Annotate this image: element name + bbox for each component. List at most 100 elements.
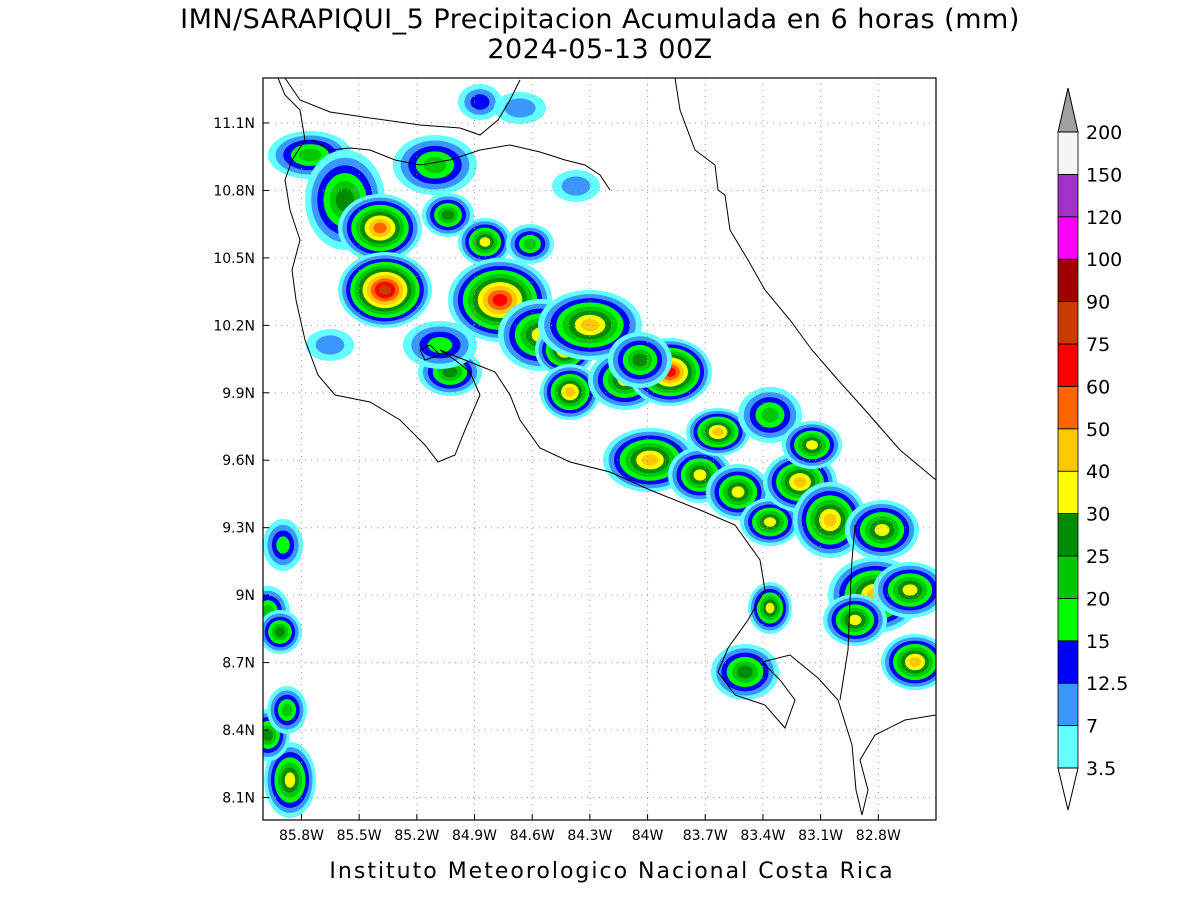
- colorbar-swatch: [1057, 682, 1079, 727]
- rain-contour: [564, 387, 576, 397]
- rain-contour: [284, 772, 296, 788]
- map-frame: [262, 77, 937, 821]
- rain-contour: [373, 222, 387, 234]
- precipitation-field: [263, 84, 936, 818]
- colorbar-swatch: [1057, 173, 1079, 218]
- rain-cell: [338, 194, 422, 262]
- nicaragua-border: [311, 139, 611, 191]
- pacific-coast: [277, 78, 936, 816]
- rain-contour: [731, 486, 745, 498]
- coastlines: [277, 78, 936, 816]
- rain-contour: [274, 626, 286, 638]
- colorbar-label: 30: [1086, 504, 1110, 526]
- lat-tick-label: 10.2N: [213, 318, 255, 334]
- colorbar-swatch: [1057, 385, 1079, 430]
- rain-contour: [442, 366, 458, 378]
- lat-tick-label: 8.7N: [222, 656, 255, 672]
- lon-tick-label: 85.8W: [279, 828, 324, 844]
- rain-contour: [276, 536, 290, 554]
- rain-cell: [458, 218, 512, 266]
- colorbar-label: 20: [1086, 588, 1110, 610]
- colorbar-swatch: [1057, 216, 1079, 260]
- colorbar-swatch: [1057, 428, 1079, 472]
- colorbar-label: 15: [1086, 631, 1110, 653]
- rain-cell: [782, 421, 842, 469]
- lon-tick-label: 84.3W: [567, 828, 612, 844]
- rain-contour: [378, 285, 392, 295]
- rain-cell: [306, 329, 354, 361]
- colorbar-label: 200: [1086, 122, 1122, 144]
- rain-contour: [902, 584, 918, 596]
- lat-tick-label: 11.1N: [213, 116, 255, 132]
- colorbar-label: 25: [1086, 546, 1110, 568]
- rain-cell: [393, 135, 477, 195]
- rain-contour: [561, 176, 591, 196]
- rain-contour: [479, 237, 491, 247]
- rain-contour: [281, 703, 293, 717]
- rain-contour: [793, 476, 807, 488]
- panama-border: [839, 524, 856, 701]
- rain-cell: [881, 634, 936, 690]
- colorbar-swatch: [1057, 470, 1079, 515]
- colorbar-over-arrow: [1057, 87, 1079, 133]
- rain-cell: [264, 742, 316, 818]
- map-subtitle: 2024-05-13 00Z: [487, 34, 712, 65]
- rain-contour: [909, 657, 921, 667]
- rain-contour: [423, 156, 447, 174]
- rain-cell: [686, 408, 750, 456]
- lon-tick-label: 82.8W: [856, 828, 901, 844]
- colorbar-label: 75: [1086, 334, 1110, 356]
- rain-contour: [632, 353, 648, 367]
- lat-tick-label: 8.1N: [222, 791, 255, 807]
- rain-contour: [470, 94, 490, 110]
- lon-tick-label: 84W: [632, 828, 664, 844]
- colorbar-label: 12.5: [1086, 673, 1128, 695]
- rain-cell: [263, 519, 303, 571]
- colorbar-label: 90: [1086, 292, 1110, 314]
- rain-contour: [263, 729, 274, 741]
- rain-cell: [873, 562, 936, 618]
- colorbar-swatch: [1057, 725, 1079, 769]
- lon-tick-label: 83.7W: [683, 828, 728, 844]
- lake-shore: [284, 78, 521, 136]
- lat-tick-label: 10.5N: [213, 251, 255, 267]
- rain-contour: [765, 602, 775, 614]
- rain-contour: [712, 427, 724, 437]
- rain-contour: [315, 335, 345, 355]
- map-title: IMN/SARAPIQUI_5 Precipitacion Acumulada …: [180, 4, 1020, 35]
- rain-cell: [506, 224, 554, 264]
- rain-cell: [422, 193, 474, 237]
- rain-contour: [523, 238, 537, 250]
- lon-tick-label: 85.2W: [394, 828, 439, 844]
- colorbar-label: 60: [1086, 376, 1110, 398]
- rain-contour: [823, 513, 837, 527]
- rain-cell: [845, 500, 919, 560]
- colorbar-label: 3.5: [1086, 758, 1116, 780]
- rain-contour: [298, 148, 322, 162]
- rain-contour: [641, 454, 659, 466]
- colorbar-swatch: [1057, 555, 1079, 599]
- colorbar-swatch: [1057, 598, 1079, 642]
- map-footer: Instituto Meteorologico Nacional Costa R…: [329, 859, 894, 884]
- rain-cell: [738, 387, 802, 443]
- rain-contour: [693, 469, 707, 481]
- lon-tick-label: 85.5W: [337, 828, 382, 844]
- lon-tick-label: 83.4W: [740, 828, 785, 844]
- rain-cell: [458, 84, 502, 120]
- colorbar-label: 150: [1086, 164, 1122, 186]
- lon-tick-label: 84.6W: [510, 828, 555, 844]
- rain-contour: [442, 209, 454, 221]
- rain-cell: [706, 464, 770, 520]
- colorbar-label: 7: [1086, 716, 1098, 738]
- rain-contour: [874, 524, 890, 536]
- colorbar-swatch: [1057, 258, 1079, 303]
- colorbar-swatch: [1057, 513, 1079, 557]
- rain-cell: [748, 582, 792, 634]
- caribbean-coast: [674, 78, 936, 481]
- colorbar: 3.5 7 12.5 15 20 25 30 40 50 60 75 90 100 120 150 200: [1057, 87, 1128, 811]
- colorbar-swatch: [1057, 640, 1079, 684]
- rain-cell: [823, 594, 887, 646]
- rain-contour: [848, 614, 862, 626]
- lat-tick-label: 10.8N: [213, 183, 255, 199]
